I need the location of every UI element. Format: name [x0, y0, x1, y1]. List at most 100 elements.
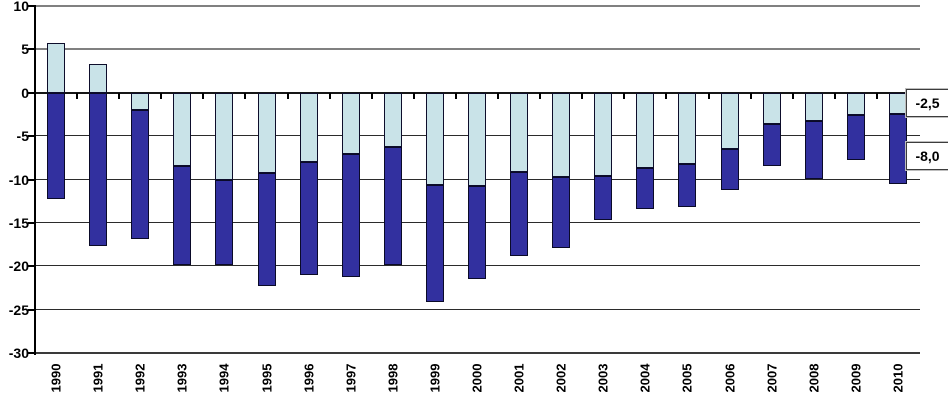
bar-dark-2000 [468, 185, 486, 280]
bar-light-2007 [762, 92, 781, 124]
y-axis-label--15: -15 [8, 214, 29, 231]
y-tick--20 [28, 265, 34, 268]
bar-dark-1998 [383, 146, 402, 266]
x-tick-15 [665, 92, 668, 99]
bar-light-2004 [636, 92, 655, 169]
x-tick-20 [875, 92, 878, 99]
y-tick--5 [28, 135, 34, 138]
bar-light-1996 [299, 92, 318, 163]
callout-light-value-text: -2,5 [915, 95, 940, 111]
callout-dark-value: -8,0 [906, 142, 948, 170]
gridline--25 [35, 308, 920, 310]
bar-dark-2001 [510, 171, 529, 256]
bar-dark-2002 [552, 176, 571, 249]
bar-dark-1994 [215, 179, 234, 266]
bar-dark-1993 [173, 165, 192, 266]
bar-dark-2006 [720, 149, 739, 190]
y-axis-label--25: -25 [8, 301, 29, 318]
y-axis-label--30: -30 [8, 345, 29, 361]
bar-dark-2010 [888, 114, 907, 184]
x-tick-17 [749, 92, 752, 99]
bar-light-1993 [173, 92, 192, 166]
bar-light-2000 [468, 92, 486, 186]
y-tick--10 [28, 178, 34, 181]
x-axis-label-1996: 1996 [301, 363, 317, 393]
x-tick-1 [76, 92, 79, 99]
bar-light-2006 [720, 92, 739, 150]
bar-light-1998 [383, 92, 402, 147]
bar-light-1990 [47, 43, 66, 93]
y-axis-label--10: -10 [8, 171, 29, 188]
x-axis-label-2006: 2006 [722, 363, 738, 393]
y-axis-label-0: 0 [21, 84, 29, 101]
x-tick-4 [202, 92, 205, 99]
bar-dark-2007 [762, 123, 781, 166]
bar-dark-1990 [47, 92, 66, 200]
x-axis-label-1992: 1992 [132, 363, 148, 393]
bar-light-2003 [594, 92, 613, 177]
bar-dark-1999 [425, 184, 444, 302]
y-axis-label-5: 5 [21, 41, 29, 58]
bar-dark-2003 [594, 176, 613, 221]
bar-light-2005 [678, 92, 697, 164]
bar-light-1997 [341, 92, 360, 155]
bar-light-1992 [131, 92, 150, 111]
x-axis-label-1994: 1994 [216, 363, 232, 393]
bar-dark-2005 [678, 163, 697, 208]
bar-dark-1997 [341, 154, 360, 277]
y-tick--30 [28, 352, 34, 354]
gridline-5 [35, 48, 920, 51]
y-tick--25 [28, 308, 34, 311]
bar-light-2008 [804, 92, 823, 121]
bar-dark-1991 [89, 92, 108, 247]
x-axis-label-1991: 1991 [90, 363, 106, 393]
x-tick-12 [539, 92, 542, 99]
bar-light-1991 [89, 64, 108, 93]
x-axis-label-2007: 2007 [764, 363, 780, 393]
x-tick-8 [370, 92, 373, 99]
y-axis-label--20: -20 [8, 258, 29, 275]
x-tick-16 [707, 92, 710, 99]
callout-dark-value-text: -8,0 [915, 148, 940, 164]
x-axis-label-1990: 1990 [48, 363, 64, 393]
x-axis-label-1999: 1999 [427, 363, 443, 393]
x-tick-3 [160, 92, 163, 99]
x-axis-label-2000: 2000 [469, 363, 485, 393]
x-axis-label-1998: 1998 [385, 363, 401, 393]
bar-light-1994 [215, 92, 234, 180]
bar-light-2009 [846, 92, 865, 116]
x-tick-19 [833, 92, 836, 99]
y-axis-line [34, 5, 36, 355]
x-axis-label-1995: 1995 [259, 363, 275, 393]
x-axis-label-2009: 2009 [848, 363, 864, 393]
bar-light-2010 [888, 92, 907, 115]
x-tick-9 [412, 92, 415, 99]
x-tick-2 [118, 92, 121, 99]
y-tick-10 [28, 5, 34, 7]
y-axis-label--5: -5 [16, 128, 29, 145]
y-tick-5 [28, 48, 34, 51]
bar-dark-2009 [846, 115, 865, 160]
x-tick-11 [497, 92, 500, 99]
x-axis-label-2003: 2003 [595, 363, 611, 393]
x-tick-18 [791, 92, 794, 99]
bar-light-1995 [257, 92, 276, 173]
gridline-10 [35, 5, 920, 7]
callout-light-value: -2,5 [906, 89, 948, 117]
x-axis-label-2002: 2002 [553, 363, 569, 393]
x-axis-label-1993: 1993 [174, 363, 190, 393]
bar-light-2001 [510, 92, 529, 172]
x-tick-7 [328, 92, 331, 99]
bar-dark-2004 [636, 168, 655, 209]
x-axis-label-2001: 2001 [511, 363, 527, 393]
x-axis-label-2008: 2008 [806, 363, 822, 393]
x-tick-14 [623, 92, 626, 99]
gridline--30 [35, 352, 920, 354]
bar-light-2002 [552, 92, 571, 177]
x-tick-5 [244, 92, 247, 99]
x-axis-label-1997: 1997 [343, 363, 359, 393]
bar-dark-1995 [257, 172, 276, 287]
x-axis-label-2010: 2010 [890, 363, 906, 393]
x-tick-13 [581, 92, 584, 99]
